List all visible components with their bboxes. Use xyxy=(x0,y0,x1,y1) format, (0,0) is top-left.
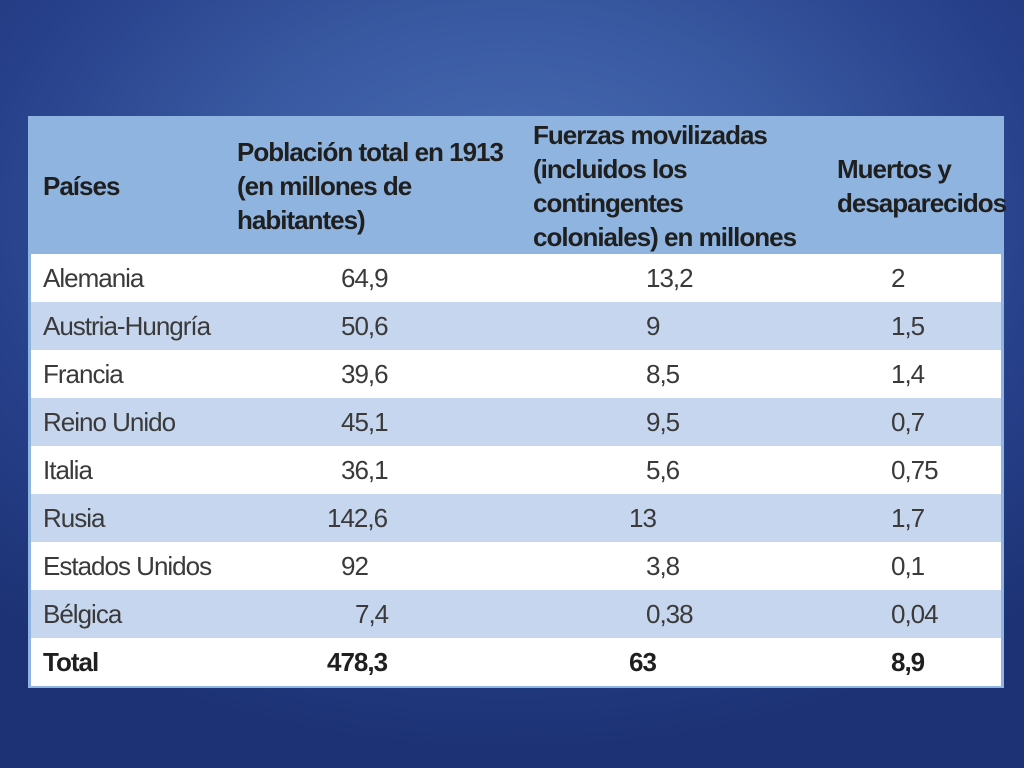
table-row: Italia 36,1 5,6 0,75 xyxy=(31,446,1001,494)
cell-population: 45,1 xyxy=(341,406,389,437)
header-population-line-2: (en millones de habitantes) xyxy=(237,171,412,235)
cell-dead: 1,4 xyxy=(891,358,925,389)
cell-total-population: 478,3 xyxy=(327,646,388,677)
cell-country: Bélgica xyxy=(43,598,122,629)
cell-forces: 13 xyxy=(629,502,657,533)
header-countries: Países xyxy=(31,118,221,254)
header-forces-line-2: (incluidos los contingentes xyxy=(533,154,688,218)
cell-population: 92 xyxy=(341,550,369,581)
cell-population: 64,9 xyxy=(341,262,389,293)
table-total-row: Total 478,3 63 8,9 xyxy=(31,638,1001,686)
cell-dead: 0,1 xyxy=(891,550,925,581)
cell-dead: 1,5 xyxy=(891,310,925,341)
table-header-row: Países Población total en 1913 (en millo… xyxy=(31,118,1007,254)
cell-total-label: Total xyxy=(43,646,99,677)
cell-dead: 1,7 xyxy=(891,502,925,533)
header-mobilized-forces: Fuerzas movilizadas (incluidos los conti… xyxy=(521,118,821,254)
cell-forces: 9 xyxy=(646,310,660,341)
cell-total-dead: 8,9 xyxy=(891,646,925,677)
wwi-statistics-table: Países Población total en 1913 (en millo… xyxy=(31,118,1007,686)
cell-dead: 0,7 xyxy=(891,406,925,437)
table-row: Alemania 64,9 13,2 2 xyxy=(31,254,1001,302)
cell-country: Reino Unido xyxy=(43,406,176,437)
cell-forces: 3,8 xyxy=(646,550,680,581)
cell-dead: 2 xyxy=(891,262,905,293)
cell-forces: 5,6 xyxy=(646,454,680,485)
cell-population: 7,4 xyxy=(355,598,389,629)
header-countries-line: Países xyxy=(43,171,120,201)
table-row: Reino Unido 45,1 9,5 0,7 xyxy=(31,398,1001,446)
cell-population: 142,6 xyxy=(327,502,388,533)
cell-country: Rusia xyxy=(43,502,105,533)
header-forces-line-3: coloniales) en millones xyxy=(533,222,797,252)
cell-population: 36,1 xyxy=(341,454,389,485)
cell-forces: 9,5 xyxy=(646,406,680,437)
cell-forces: 13,2 xyxy=(646,262,694,293)
header-population: Población total en 1913 (en millones de … xyxy=(221,118,521,254)
header-dead-line-2: desaparecidos xyxy=(837,188,1007,218)
table-row: Estados Unidos 92 3,8 0,1 xyxy=(31,542,1001,590)
cell-dead: 0,75 xyxy=(891,454,939,485)
cell-country: Alemania xyxy=(43,262,144,293)
cell-country: Italia xyxy=(43,454,93,485)
cell-population: 50,6 xyxy=(341,310,389,341)
header-dead-missing: Muertos y desaparecidos xyxy=(821,118,1007,254)
cell-dead: 0,04 xyxy=(891,598,939,629)
header-population-line-1: Población total en 1913 xyxy=(237,137,504,167)
cell-country: Francia xyxy=(43,358,124,389)
header-forces-line-1: Fuerzas movilizadas xyxy=(533,120,768,150)
cell-forces: 8,5 xyxy=(646,358,680,389)
cell-population: 39,6 xyxy=(341,358,389,389)
cell-country: Estados Unidos xyxy=(43,550,212,581)
table-row: Francia 39,6 8,5 1,4 xyxy=(31,350,1001,398)
header-dead-line-1: Muertos y xyxy=(837,154,952,184)
cell-forces: 0,38 xyxy=(646,598,694,629)
table-row: Bélgica 7,4 0,38 0,04 xyxy=(31,590,1001,638)
cell-total-forces: 63 xyxy=(629,646,657,677)
data-table-frame: Países Población total en 1913 (en millo… xyxy=(28,116,1007,688)
table-row: Rusia 142,6 13 1,7 xyxy=(31,494,1001,542)
table-row: Austria-Hungría 50,6 9 1,5 xyxy=(31,302,1001,350)
cell-country: Austria-Hungría xyxy=(43,310,211,341)
